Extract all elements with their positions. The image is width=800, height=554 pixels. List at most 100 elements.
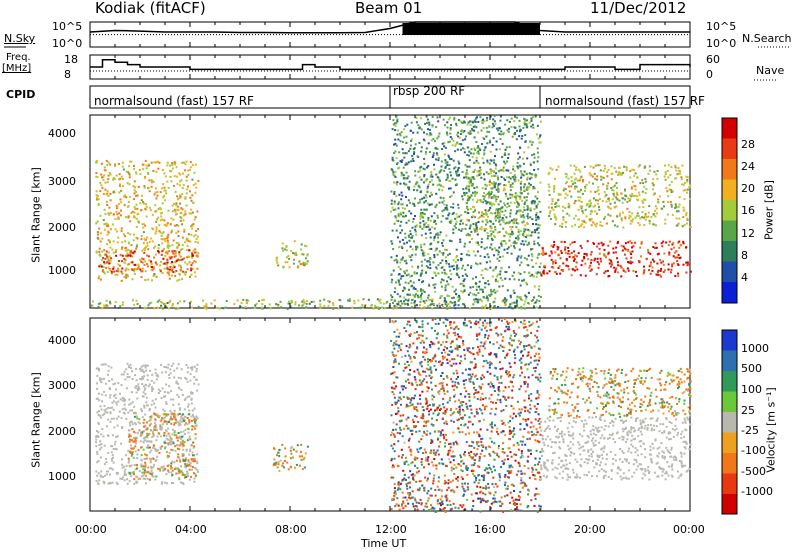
power-cell-7 [628,217,631,220]
power-cell-4 [470,230,473,233]
power-cell-0 [162,238,165,241]
power-cell-1 [109,269,111,271]
velocity-cell-1 [194,424,197,427]
power-cell-4 [394,142,397,145]
power-cell-4 [443,297,446,300]
power-cell-4 [531,248,534,250]
power-cell-5 [479,227,482,230]
velocity-cell-1 [133,412,136,415]
power-cell-4 [454,166,457,169]
power-cell-6 [677,264,680,266]
power-cell-4 [483,247,486,250]
power-cell-6 [594,257,597,260]
power-cell-4 [527,146,530,149]
velocity-cell-0 [116,435,119,438]
power-cell-0 [107,194,110,197]
velocity-cell-0 [99,474,102,477]
power-cell-0 [104,181,107,184]
power-cell-3 [505,300,508,303]
power-cell-5 [471,182,474,185]
power-cell-1 [129,254,132,257]
power-cell-4 [532,185,535,188]
velocity-cell-1 [136,467,139,470]
velocity-cell-0 [126,373,129,376]
power-cell-4 [524,141,527,143]
power-cell-4 [399,160,402,163]
power-cell-4 [496,280,499,283]
power-cell-7 [575,177,578,180]
power-cell-4 [412,189,415,191]
power-cell-4 [471,176,474,179]
velocity-cell-0 [95,435,98,438]
velocity-cell-0 [155,429,158,432]
velocity-cell-0 [126,376,129,378]
power-cell-4 [421,211,424,214]
power-cell-6 [601,244,604,247]
power-cell-5 [465,234,468,237]
velocity-cell-2 [287,468,290,471]
velocity-cell-2 [289,449,292,452]
power-cell-0 [143,249,146,252]
power-cell-4 [402,256,404,259]
power-cell-4 [393,291,396,293]
power-cell-6 [663,252,666,255]
power-cell-4 [433,212,436,215]
power-cell-4 [489,266,492,269]
power-cell-5 [499,210,502,213]
power-cell-7 [596,222,598,225]
power-cell-0 [171,162,174,165]
power-cell-0 [156,161,159,164]
power-cell-4 [477,145,480,148]
power-cell-3 [132,299,134,302]
velocity-cell-0 [107,434,110,437]
power-cell-6 [542,249,545,252]
power-cell-4 [479,199,482,202]
power-cell-7 [663,205,665,208]
power-cell-7 [683,209,686,212]
power-cell-0 [140,209,143,211]
power-cell-4 [418,176,421,179]
velocity-cell-0 [110,467,113,470]
power-cell-4 [536,197,539,200]
power-cell-3 [420,298,423,301]
power-cell-3 [279,300,282,303]
power-cell-7 [688,215,691,218]
power-cell-7 [637,199,640,202]
power-cell-4 [448,140,451,143]
power-cell-4 [486,253,489,256]
velocity-cell-0 [120,442,122,445]
power-cell-5 [476,174,479,177]
power-cell-4 [450,240,453,243]
power-cell-4 [515,305,518,307]
power-cell-4 [398,166,401,169]
power-cell-4 [442,252,445,255]
velocity-cell-0 [115,401,118,404]
power-cell-4 [428,151,431,154]
velocity-cell-0 [115,448,118,451]
power-cell-1 [191,253,194,256]
power-cell-4 [516,161,519,164]
power-cell-7 [570,180,573,183]
velocity-cell-0 [184,428,187,431]
power-cell-7 [554,203,557,205]
velocity-cell-0 [142,377,145,380]
velocity-cell-2 [281,464,284,467]
power-cell-0 [175,175,178,178]
power-cell-0 [194,275,197,278]
velocity-cell-0 [141,376,144,379]
power-cell-7 [666,190,669,193]
velocity-cell-0 [166,391,169,394]
power-cell-3 [356,306,359,309]
velocity-cell-1 [128,472,131,475]
power-cell-7 [675,217,678,220]
power-cell-0 [142,168,145,171]
velocity-cell-1 [174,418,177,421]
power-cell-0 [151,279,153,282]
power-cell-4 [415,121,418,124]
velocity-cell-0 [193,457,196,460]
velocity-cell-0 [140,431,142,434]
velocity-cell-3 [438,382,441,385]
velocity-cell-3 [407,482,410,485]
power-cell-0 [106,200,108,203]
velocity-cell-3 [464,433,467,436]
